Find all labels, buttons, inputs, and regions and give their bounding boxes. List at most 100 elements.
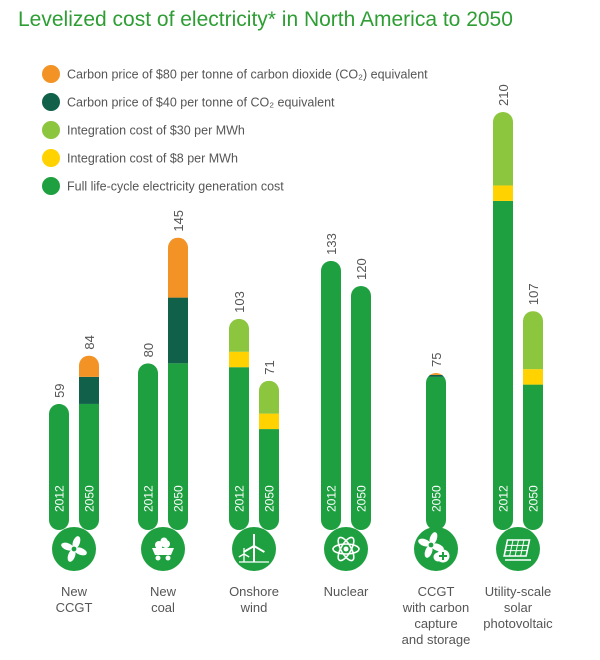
cart-wheel xyxy=(155,555,161,561)
bar-3-2012: 133 2012 xyxy=(321,233,341,530)
category-label-line: New xyxy=(150,584,177,599)
turbine-blade xyxy=(253,545,265,553)
bar-3-2050: 120 2050 xyxy=(351,258,371,530)
bar-year-label: 2012 xyxy=(497,485,511,512)
category-icons xyxy=(52,527,540,571)
bar-4-2050: 75 2050 xyxy=(426,353,446,530)
bar-segment-base xyxy=(79,403,99,530)
bar-segments xyxy=(138,363,158,530)
bar-segments xyxy=(493,112,513,530)
bar-segments xyxy=(79,355,99,530)
bar-segment-carbon40 xyxy=(168,297,188,364)
bar-segment-integration30 xyxy=(229,318,249,352)
plus-h xyxy=(439,555,447,557)
legend-swatch-carbon40 xyxy=(42,93,60,111)
bar-value-label: 80 xyxy=(141,343,156,357)
fan-hub xyxy=(428,542,434,548)
bar-segments xyxy=(321,260,341,530)
bar-5-2012: 210 2012 xyxy=(493,84,513,530)
category-label-line: solar xyxy=(504,600,533,615)
bar-segment-base xyxy=(229,367,249,530)
bar-0-2012: 59 2012 xyxy=(49,383,69,530)
bar-year-label: 2050 xyxy=(355,485,369,512)
legend-label-base: Full life-cycle electricity generation c… xyxy=(67,180,284,194)
wind-turbine-icon xyxy=(232,527,276,571)
cart-wheel xyxy=(165,555,171,561)
bar-year-label: 2050 xyxy=(527,485,541,512)
category-label-line: CCGT xyxy=(56,600,93,615)
legend-swatch-base xyxy=(42,177,60,195)
bar-segment-integration30 xyxy=(523,311,543,370)
category-label-line: with carbon xyxy=(402,600,469,615)
plus-cloud xyxy=(433,552,443,562)
category-label-line: and storage xyxy=(402,632,471,647)
bar-year-label: 2012 xyxy=(53,485,67,512)
cart-body xyxy=(152,548,174,555)
bar-1-2012: 80 2012 xyxy=(138,343,158,530)
bar-segment-base xyxy=(168,363,188,530)
legend-swatch-integration30 xyxy=(42,121,60,139)
bar-segments xyxy=(351,286,371,530)
bar-segment-carbon40 xyxy=(79,376,99,404)
bar-value-label: 133 xyxy=(324,233,339,255)
icon-bg xyxy=(496,527,540,571)
solar-panel-icon xyxy=(496,527,540,571)
bar-year-label: 2050 xyxy=(83,485,97,512)
legend-swatch-integration8 xyxy=(42,149,60,167)
bar-segment-base xyxy=(351,286,371,530)
category-label-5: Utility-scale solar photovoltaic xyxy=(483,584,553,631)
bar-segments xyxy=(259,380,279,530)
bar-segment-base xyxy=(138,363,158,530)
turbine-small-blade xyxy=(243,553,250,558)
turbine-small-blade xyxy=(238,553,245,558)
legend-swatch-carbon80 xyxy=(42,65,60,83)
bar-segment-carbon80 xyxy=(79,355,99,377)
legend: Carbon price of $80 per tonne of carbon … xyxy=(42,65,428,195)
fan-icon xyxy=(52,527,96,571)
coal-cart-icon xyxy=(141,527,185,571)
category-label-line: wind xyxy=(240,600,268,615)
legend-label-carbon40: Carbon price of $40 per tonne of CO₂ equ… xyxy=(67,96,335,110)
fan-hub xyxy=(71,546,77,552)
bar-segments xyxy=(49,403,69,530)
bar-segment-integration8 xyxy=(523,369,543,385)
bar-value-label: 75 xyxy=(429,353,444,367)
fan-plus-icon xyxy=(414,527,458,571)
category-label-line: New xyxy=(61,584,88,599)
fan-blade xyxy=(67,549,76,562)
panel-grid xyxy=(520,540,525,556)
atom-icon xyxy=(324,527,368,571)
bar-segment-carbon80 xyxy=(426,373,446,375)
legend-label-integration30: Integration cost of $30 per MWh xyxy=(67,124,245,138)
bar-segments xyxy=(168,237,188,530)
category-label-3: Nuclear xyxy=(324,584,369,599)
legend-label-integration8: Integration cost of $8 per MWh xyxy=(67,152,238,166)
bar-segments xyxy=(229,318,249,530)
bar-year-label: 2050 xyxy=(263,485,277,512)
bar-segment-integration8 xyxy=(493,185,513,201)
bar-value-label: 59 xyxy=(52,383,67,397)
bar-segment-base xyxy=(49,403,69,530)
category-label-line: Onshore xyxy=(229,584,279,599)
category-label-line: Utility-scale xyxy=(485,584,551,599)
bar-year-label: 2012 xyxy=(233,485,247,512)
coal-lump xyxy=(155,541,163,549)
bar-2-2012: 103 2012 xyxy=(229,291,249,530)
category-label-0: New CCGT xyxy=(56,584,93,615)
bar-value-label: 210 xyxy=(496,84,511,106)
bar-segment-integration8 xyxy=(229,351,249,368)
bar-segment-base xyxy=(493,200,513,530)
bar-segment-carbon40 xyxy=(426,374,446,377)
fan-blade xyxy=(61,542,74,551)
atom-nucleus xyxy=(343,546,349,552)
bar-5-2050: 107 2050 xyxy=(523,283,543,530)
bar-segment-integration30 xyxy=(493,112,513,186)
bar-segment-base xyxy=(426,376,446,530)
bar-value-label: 103 xyxy=(232,291,247,313)
fan-blade xyxy=(429,532,438,545)
coal-lump xyxy=(160,537,168,545)
category-label-line: capture xyxy=(414,616,457,631)
bar-1-2050: 145 2050 xyxy=(168,210,188,530)
